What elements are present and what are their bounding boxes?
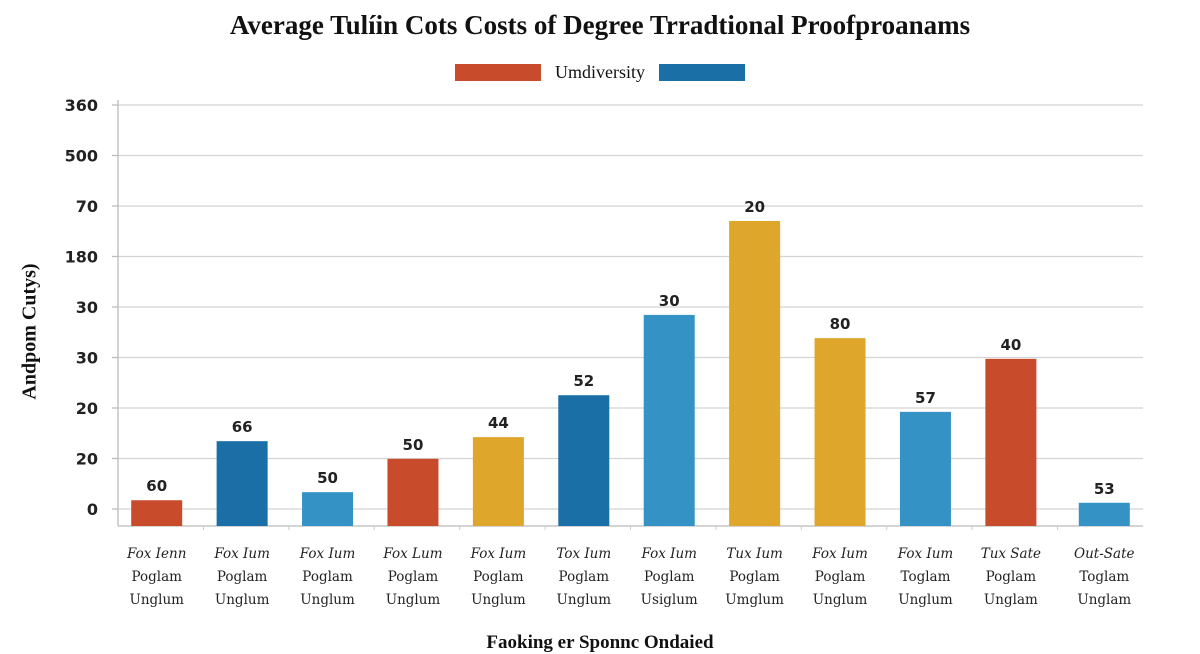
x-tick-label-line: Poglam [558, 569, 610, 585]
x-tick-label-line: Fox Ium [299, 546, 356, 562]
x-tick-label-line: Poglam [387, 569, 439, 585]
bar-data-label: 20 [744, 198, 765, 216]
x-tick-label-line: Unglum [214, 592, 270, 608]
x-tick-label: Tux Sate Poglam Unglam [961, 543, 1061, 612]
x-tick-label-line: Fox Ium [812, 546, 868, 562]
x-tick-label-line: Fox Ium [470, 546, 527, 562]
x-tick-label-line: Unglum [385, 592, 441, 608]
bar-data-label: 66 [232, 418, 253, 436]
y-tick-label: 20 [76, 450, 98, 469]
y-tick-label: 180 [65, 248, 98, 267]
x-tick-label-line: Poglam [473, 569, 524, 585]
x-tick-label: Fox Ium Poglam Unglum [192, 543, 292, 612]
x-tick-label: Fox Ienn Poglam Unglum [107, 543, 207, 612]
legend-label: Umdiversity [555, 62, 645, 82]
y-tick-label: 70 [76, 197, 98, 216]
bar [985, 358, 1037, 526]
x-tick-label-line: Tox Ium [556, 546, 612, 562]
x-tick-label-line: Poglam [131, 569, 182, 585]
x-tick-label: Fox Ium Toglam Unglum [875, 543, 975, 612]
legend: Umdiversity [0, 62, 1200, 83]
x-tick-label-line: Toglam [1079, 569, 1130, 585]
x-tick-label-line: Unglam [1077, 592, 1132, 608]
x-tick-label-line: Poglam [729, 569, 780, 585]
x-tick-label-line: Poglam [216, 569, 268, 585]
x-tick-label-line: Tux Ium [726, 546, 783, 562]
x-tick-label-line: Toglam [900, 569, 951, 585]
y-tick-label: 30 [76, 349, 98, 368]
bar [216, 441, 268, 526]
x-tick-label-line: Fox Ienn [127, 546, 187, 562]
x-tick-label-line: Poglam [302, 569, 353, 585]
y-tick-label: 0 [87, 500, 98, 519]
bar-data-label: 80 [830, 315, 851, 333]
bar [387, 458, 439, 526]
y-tick-label: 30 [76, 298, 98, 317]
x-axis-label: Faoking er Sponnc Ondaied [486, 632, 714, 653]
bar-data-label: 53 [1094, 480, 1115, 498]
y-tick-label: 500 [65, 147, 98, 166]
x-tick-label-line: Unglum [471, 592, 526, 608]
bar [814, 338, 866, 526]
x-tick-label-line: Unglam [983, 592, 1038, 608]
bar-data-label: 50 [317, 469, 338, 487]
x-tick-label: Fox Ium Poglam Unglum [790, 543, 890, 612]
bar [131, 500, 183, 526]
bar-data-label: 40 [1000, 336, 1021, 354]
bar [302, 492, 354, 526]
bar [899, 411, 951, 526]
y-tick-label: 20 [76, 399, 98, 418]
x-tick-label: Fox Lum Poglam Unglum [363, 543, 463, 612]
x-tick-label: Tox Ium Poglam Unglum [534, 543, 634, 612]
x-tick-label-line: Unglum [129, 592, 184, 608]
bar-data-label: 44 [488, 414, 509, 432]
x-tick-label-line: Poglam [643, 569, 695, 585]
chart-title: Average Tulíin Cots Costs of Degree Trra… [229, 10, 971, 40]
bar-data-label: 30 [659, 292, 680, 310]
x-tick-label: Fox Ium Poglam Unglum [448, 543, 548, 612]
x-tick-label-line: Unglum [812, 592, 868, 608]
bar [1078, 502, 1130, 526]
x-tick-label-line: Unglum [300, 592, 355, 608]
bar [558, 395, 610, 526]
x-tick-label-line: Umglum [725, 592, 784, 608]
bar-data-label: 60 [146, 477, 167, 495]
legend-swatch-blue [659, 64, 745, 81]
x-tick-label: Fox Ium Poglam Unglum [278, 543, 378, 612]
x-tick-label-line: Fox Ium [641, 546, 697, 562]
y-tick-label: 360 [65, 96, 98, 115]
bar-data-label: 57 [915, 389, 936, 407]
legend-swatch-red [455, 64, 541, 81]
x-tick-label-line: Poglam [814, 569, 866, 585]
x-tick-label-line: Fox Ium [897, 546, 954, 562]
bar-data-label: 50 [403, 436, 424, 454]
x-tick-label-line: Poglam [985, 569, 1037, 585]
x-tick-label-line: Tux Sate [980, 546, 1042, 562]
bar [729, 220, 781, 527]
x-tick-label: Fox Ium Poglam Usiglum [619, 543, 719, 612]
x-tick-label-line: Unglum [556, 592, 612, 608]
x-tick-label: Tux Ium Poglam Umglum [705, 543, 805, 612]
x-tick-label-line: Fox Ium [214, 546, 270, 562]
x-tick-label: Out-Sate Toglam Unglam [1054, 543, 1154, 612]
x-tick-label-line: Out-Sate [1074, 546, 1135, 562]
x-tick-label-line: Fox Lum [383, 546, 443, 562]
bar [643, 314, 695, 526]
bar-data-label: 52 [573, 372, 594, 390]
bar [472, 437, 524, 526]
x-tick-label-line: Unglum [898, 592, 953, 608]
x-tick-label-line: Usiglum [640, 592, 698, 608]
